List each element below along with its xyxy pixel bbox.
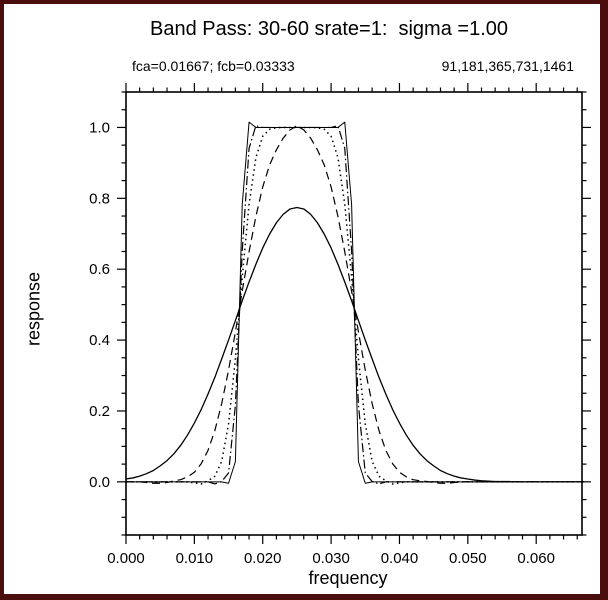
svg-text:0.6: 0.6 xyxy=(89,261,110,278)
plot-canvas: 0.000 0.010 0.020 0.030 0.040 0.050 0.060 0.0 0.… xyxy=(89,83,591,567)
x-axis-label: frequency xyxy=(308,568,388,588)
weights-legend: 91,181,365,731,1461 xyxy=(441,58,574,74)
svg-text:0.040: 0.040 xyxy=(381,550,419,567)
svg-text:0.050: 0.050 xyxy=(449,550,487,567)
series-nwt=365 xyxy=(126,126,585,485)
svg-text:0.4: 0.4 xyxy=(89,332,110,349)
svg-text:0.000: 0.000 xyxy=(107,550,145,567)
svg-text:0.8: 0.8 xyxy=(89,190,110,207)
series-nwt=181 xyxy=(126,125,585,484)
svg-text:0.2: 0.2 xyxy=(89,403,110,420)
chart-title: Band Pass: 30-60 srate=1: sigma =1.00 xyxy=(150,18,508,40)
svg-text:0.030: 0.030 xyxy=(312,550,350,567)
series-nwt=731 xyxy=(126,125,585,485)
svg-text:0.010: 0.010 xyxy=(176,550,214,567)
svg-text:0.060: 0.060 xyxy=(517,550,555,567)
svg-text:0.0: 0.0 xyxy=(89,474,110,491)
cutoff-annotation: fca=0.01667; fcb=0.03333 xyxy=(132,58,295,74)
svg-text:1.0: 1.0 xyxy=(89,119,110,136)
series-nwt=1461 xyxy=(126,121,585,484)
svg-text:0.020: 0.020 xyxy=(244,550,282,567)
